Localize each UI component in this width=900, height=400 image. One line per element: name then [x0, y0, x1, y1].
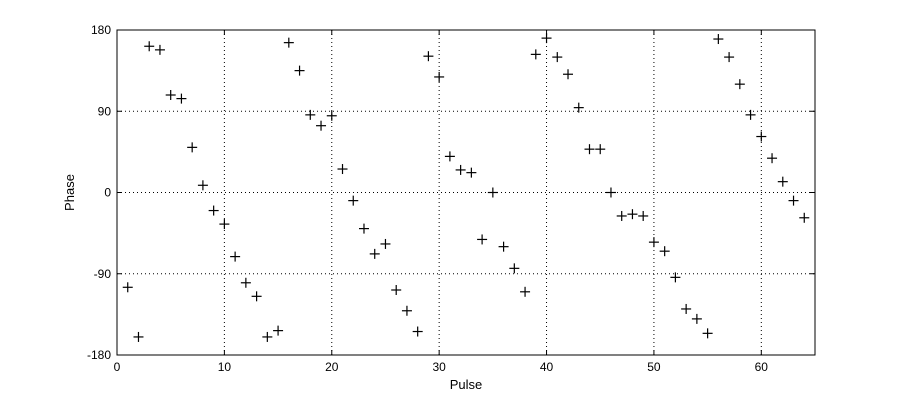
data-point	[423, 51, 434, 62]
data-point	[455, 164, 466, 175]
y-tick-label: -90	[94, 267, 112, 281]
data-point	[251, 291, 262, 302]
data-point	[595, 144, 606, 155]
data-point	[670, 272, 681, 283]
data-point	[520, 286, 531, 297]
data-point	[648, 237, 659, 248]
data-point	[133, 331, 144, 342]
data-point	[326, 110, 337, 121]
data-point	[605, 187, 616, 198]
data-point	[208, 205, 219, 216]
data-point	[122, 282, 133, 293]
data-point	[627, 209, 638, 220]
data-point	[305, 109, 316, 120]
data-point	[498, 241, 509, 252]
data-point	[348, 195, 359, 206]
x-tick-label: 60	[755, 360, 769, 374]
data-point	[369, 248, 380, 259]
data-point	[702, 328, 713, 339]
data-point	[681, 303, 692, 314]
data-point	[412, 326, 423, 337]
data-point	[573, 102, 584, 113]
data-point	[788, 195, 799, 206]
data-point	[777, 176, 788, 187]
data-point	[756, 131, 767, 142]
x-tick-label: 30	[432, 360, 446, 374]
data-point	[563, 69, 574, 80]
data-point	[219, 219, 230, 230]
data-point	[799, 212, 810, 223]
data-point	[584, 144, 595, 155]
y-tick-label: -180	[87, 348, 111, 362]
data-point	[316, 120, 327, 131]
data-point	[230, 251, 241, 262]
data-point	[144, 41, 155, 52]
data-point	[240, 277, 251, 288]
data-point	[176, 93, 187, 104]
data-point	[552, 52, 563, 63]
x-tick-label: 20	[325, 360, 339, 374]
axis-ticks: 0 10 20 30 40 50 60 -180 -90 0 90 180	[87, 23, 815, 374]
data-point	[391, 285, 402, 295]
y-tick-label: 90	[98, 104, 112, 118]
x-tick-label: 10	[218, 360, 232, 374]
data-point	[487, 187, 498, 198]
y-axis-label: Phase	[62, 174, 77, 211]
data-point	[358, 223, 369, 234]
y-tick-label: 180	[91, 23, 111, 37]
data-point	[262, 331, 273, 342]
x-axis-label: Pulse	[450, 377, 483, 392]
data-point	[197, 180, 208, 191]
data-point	[734, 79, 745, 90]
data-point	[444, 151, 455, 162]
x-tick-label: 0	[114, 360, 121, 374]
data-point	[477, 234, 488, 245]
data-point	[659, 246, 670, 257]
data-point	[767, 153, 778, 164]
data-point	[745, 109, 756, 120]
data-point	[691, 313, 702, 324]
data-point	[509, 263, 520, 274]
data-point	[466, 167, 477, 178]
y-tick-label: 0	[104, 186, 111, 200]
data-point	[616, 210, 627, 221]
data-point	[337, 164, 348, 175]
data-point	[380, 238, 391, 249]
data-points	[122, 33, 810, 342]
data-point	[187, 142, 198, 153]
data-point	[713, 34, 724, 45]
data-point	[401, 305, 412, 316]
data-point	[530, 49, 541, 60]
x-tick-label: 50	[647, 360, 661, 374]
data-point	[154, 44, 165, 55]
data-point	[165, 90, 176, 100]
data-point	[724, 52, 735, 63]
x-tick-label: 40	[540, 360, 554, 374]
data-point	[273, 325, 284, 336]
data-point	[294, 65, 305, 76]
data-point	[434, 71, 445, 82]
grid-lines	[117, 30, 815, 355]
data-point	[638, 210, 649, 221]
data-point	[283, 37, 294, 48]
